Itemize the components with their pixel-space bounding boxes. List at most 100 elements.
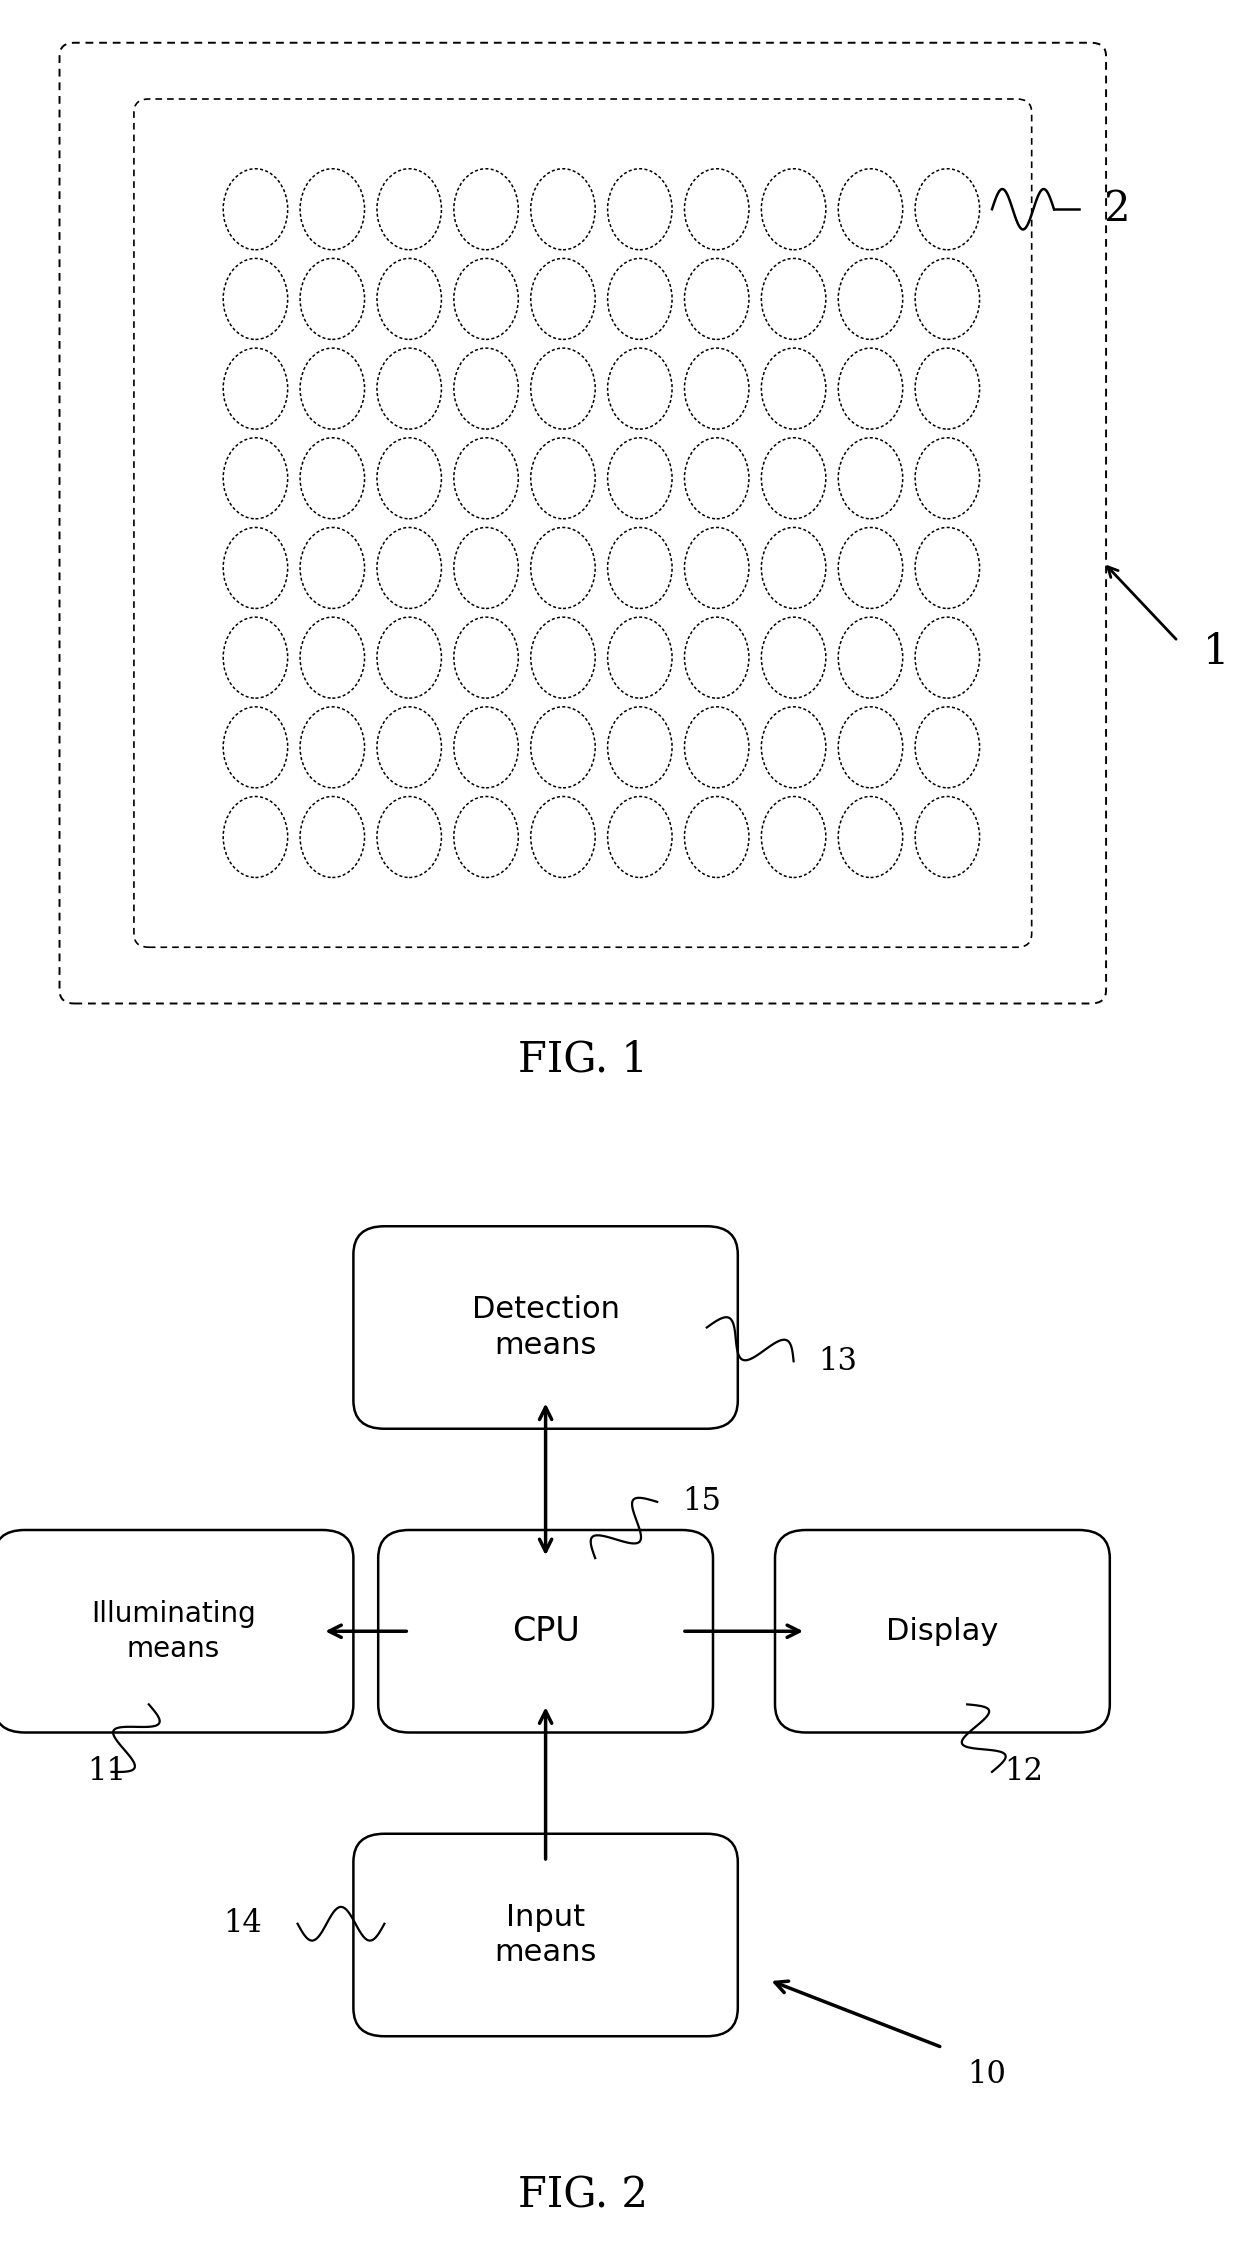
Ellipse shape bbox=[608, 439, 672, 520]
Ellipse shape bbox=[838, 796, 903, 878]
Text: 10: 10 bbox=[967, 2059, 1006, 2090]
Ellipse shape bbox=[684, 526, 749, 608]
Ellipse shape bbox=[608, 349, 672, 430]
Ellipse shape bbox=[838, 169, 903, 250]
Ellipse shape bbox=[915, 169, 980, 250]
Ellipse shape bbox=[300, 526, 365, 608]
Text: FIG. 2: FIG. 2 bbox=[518, 2174, 647, 2216]
Ellipse shape bbox=[300, 439, 365, 520]
Ellipse shape bbox=[454, 616, 518, 698]
Ellipse shape bbox=[531, 526, 595, 608]
Text: 11: 11 bbox=[87, 1757, 125, 1786]
Text: Input
means: Input means bbox=[495, 1904, 596, 1966]
Ellipse shape bbox=[531, 796, 595, 878]
Ellipse shape bbox=[761, 796, 826, 878]
Ellipse shape bbox=[531, 169, 595, 250]
Ellipse shape bbox=[608, 259, 672, 340]
Text: 1: 1 bbox=[1203, 632, 1229, 673]
Text: 2: 2 bbox=[1104, 189, 1130, 229]
Ellipse shape bbox=[531, 349, 595, 430]
Ellipse shape bbox=[454, 526, 518, 608]
Ellipse shape bbox=[300, 259, 365, 340]
Ellipse shape bbox=[223, 349, 288, 430]
Ellipse shape bbox=[761, 169, 826, 250]
Ellipse shape bbox=[838, 526, 903, 608]
Ellipse shape bbox=[300, 706, 365, 788]
Ellipse shape bbox=[223, 526, 288, 608]
Ellipse shape bbox=[915, 616, 980, 698]
Ellipse shape bbox=[300, 616, 365, 698]
Ellipse shape bbox=[454, 259, 518, 340]
Ellipse shape bbox=[684, 616, 749, 698]
Ellipse shape bbox=[223, 706, 288, 788]
Ellipse shape bbox=[223, 169, 288, 250]
Ellipse shape bbox=[838, 259, 903, 340]
Ellipse shape bbox=[377, 706, 441, 788]
Text: 13: 13 bbox=[818, 1346, 857, 1377]
Ellipse shape bbox=[531, 259, 595, 340]
Text: Detection
means: Detection means bbox=[471, 1296, 620, 1359]
Ellipse shape bbox=[838, 706, 903, 788]
Ellipse shape bbox=[915, 706, 980, 788]
FancyBboxPatch shape bbox=[134, 99, 1032, 947]
Ellipse shape bbox=[377, 259, 441, 340]
Ellipse shape bbox=[300, 349, 365, 430]
Text: CPU: CPU bbox=[512, 1616, 579, 1647]
FancyBboxPatch shape bbox=[378, 1530, 713, 1732]
Ellipse shape bbox=[608, 616, 672, 698]
Ellipse shape bbox=[531, 439, 595, 520]
Text: 15: 15 bbox=[682, 1487, 720, 1516]
FancyBboxPatch shape bbox=[775, 1530, 1110, 1732]
Ellipse shape bbox=[454, 439, 518, 520]
Text: 14: 14 bbox=[223, 1908, 262, 1940]
Ellipse shape bbox=[223, 796, 288, 878]
Ellipse shape bbox=[531, 706, 595, 788]
Ellipse shape bbox=[838, 616, 903, 698]
Ellipse shape bbox=[454, 169, 518, 250]
Ellipse shape bbox=[915, 349, 980, 430]
Ellipse shape bbox=[377, 526, 441, 608]
Ellipse shape bbox=[761, 439, 826, 520]
Ellipse shape bbox=[684, 439, 749, 520]
Ellipse shape bbox=[684, 349, 749, 430]
Ellipse shape bbox=[608, 796, 672, 878]
Ellipse shape bbox=[300, 169, 365, 250]
Ellipse shape bbox=[377, 349, 441, 430]
Ellipse shape bbox=[454, 349, 518, 430]
Ellipse shape bbox=[684, 796, 749, 878]
Ellipse shape bbox=[915, 796, 980, 878]
Ellipse shape bbox=[608, 169, 672, 250]
Ellipse shape bbox=[838, 439, 903, 520]
Ellipse shape bbox=[608, 706, 672, 788]
Ellipse shape bbox=[223, 259, 288, 340]
Ellipse shape bbox=[608, 526, 672, 608]
FancyBboxPatch shape bbox=[353, 1226, 738, 1429]
Ellipse shape bbox=[377, 796, 441, 878]
Ellipse shape bbox=[761, 349, 826, 430]
Ellipse shape bbox=[915, 259, 980, 340]
Ellipse shape bbox=[915, 526, 980, 608]
Text: 12: 12 bbox=[1004, 1757, 1043, 1786]
Ellipse shape bbox=[915, 439, 980, 520]
Ellipse shape bbox=[454, 706, 518, 788]
Ellipse shape bbox=[761, 526, 826, 608]
Text: Illuminating
means: Illuminating means bbox=[92, 1600, 255, 1663]
Ellipse shape bbox=[684, 169, 749, 250]
Ellipse shape bbox=[761, 259, 826, 340]
Ellipse shape bbox=[377, 169, 441, 250]
Ellipse shape bbox=[300, 796, 365, 878]
Ellipse shape bbox=[761, 616, 826, 698]
Ellipse shape bbox=[454, 796, 518, 878]
Ellipse shape bbox=[761, 706, 826, 788]
Ellipse shape bbox=[684, 706, 749, 788]
FancyBboxPatch shape bbox=[60, 43, 1106, 1004]
FancyBboxPatch shape bbox=[0, 1530, 353, 1732]
Text: Display: Display bbox=[887, 1618, 998, 1645]
Ellipse shape bbox=[377, 439, 441, 520]
Text: FIG. 1: FIG. 1 bbox=[518, 1037, 647, 1080]
Ellipse shape bbox=[223, 616, 288, 698]
Ellipse shape bbox=[838, 349, 903, 430]
Ellipse shape bbox=[531, 616, 595, 698]
Ellipse shape bbox=[684, 259, 749, 340]
Ellipse shape bbox=[223, 439, 288, 520]
